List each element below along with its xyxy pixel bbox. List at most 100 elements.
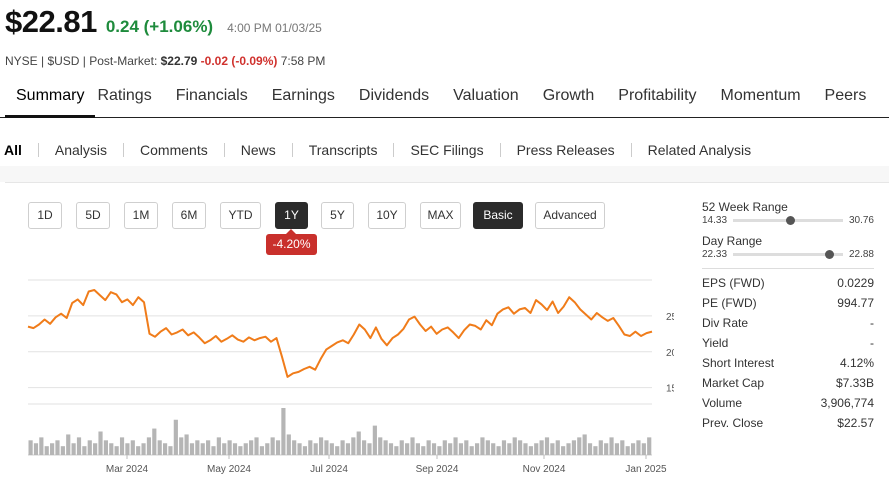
volume-bar (474, 443, 480, 455)
tab-valuation[interactable]: Valuation (453, 87, 519, 104)
week52-range-marker (786, 216, 796, 225)
range-ytd-button[interactable]: YTD (220, 202, 261, 229)
volume-bar (141, 443, 146, 455)
tab-financials[interactable]: Financials (175, 87, 248, 104)
volume-bar (399, 440, 404, 455)
range-max-button[interactable]: MAX (420, 202, 461, 229)
stats-divider (702, 268, 874, 269)
section-divider (0, 166, 889, 182)
tab-growth[interactable]: Growth (542, 87, 595, 104)
key-stats-panel: 52 Week Range 14.33 30.76 Day Range 22.3… (702, 200, 874, 433)
tab-ratings[interactable]: Ratings (97, 87, 152, 104)
filter-news[interactable]: News (240, 142, 276, 158)
day-range-title: Day Range (702, 234, 763, 248)
volume-bar (50, 443, 55, 455)
volume-bar (609, 437, 614, 455)
range-1m-button[interactable]: 1M (124, 202, 158, 229)
stat-eps-fwd: EPS (FWD) 0.0229 (702, 273, 874, 293)
chart-advanced-button[interactable]: Advanced (535, 202, 605, 229)
volume-bar (566, 443, 571, 455)
volume-bar (249, 440, 254, 455)
volume-bar (216, 437, 221, 455)
tab-momentum[interactable]: Momentum (720, 87, 801, 104)
stat-label: EPS (FWD) (702, 276, 765, 290)
filter-divider (630, 143, 632, 157)
volume-bar (577, 437, 582, 455)
stat-value: - (870, 336, 874, 350)
chart-basic-button[interactable]: Basic (473, 202, 523, 229)
volume-bar (281, 408, 286, 455)
volume-bar (501, 440, 507, 455)
volume-bar (157, 440, 162, 455)
volume-bar (587, 443, 593, 455)
y-tick-label: 20 (666, 348, 674, 359)
volume-bar (313, 443, 318, 455)
filter-all[interactable]: All (4, 142, 22, 158)
volume-bar (469, 446, 474, 455)
range-1d-button[interactable]: 1D (28, 202, 62, 229)
stat-market-cap: Market Cap $7.33B (702, 373, 874, 393)
volume-bar (614, 443, 620, 455)
volume-bar (243, 443, 248, 455)
volume-bar (76, 437, 82, 455)
day-range: Day Range 22.33 22.88 (702, 234, 874, 260)
tab-dividends[interactable]: Dividends (358, 87, 430, 104)
volume-bar (437, 446, 442, 455)
volume-bar (593, 446, 598, 455)
tab-earnings[interactable]: Earnings (271, 87, 335, 104)
stat-value: 994.77 (837, 296, 874, 310)
week52-high: 30.76 (848, 215, 874, 226)
volume-bar (405, 443, 410, 455)
filter-sec-filings[interactable]: SEC Filings (410, 142, 484, 158)
volume-bar (211, 446, 216, 455)
stat-value: - (870, 316, 874, 330)
volume-bar (496, 446, 501, 455)
x-tick-label: May 2024 (207, 464, 251, 475)
volume-bar (512, 437, 517, 455)
tab-profitability[interactable]: Profitability (618, 87, 697, 104)
exchange-info: NYSE | $USD | Post-Market: (5, 54, 161, 68)
filter-divider (123, 143, 125, 157)
volume-bar (561, 446, 566, 455)
volume-bar (270, 437, 275, 455)
range-10y-button[interactable]: 10Y (368, 202, 406, 229)
stat-value: 4.12% (839, 356, 874, 370)
stat-label: Market Cap (702, 376, 765, 390)
volume-bar (162, 443, 168, 455)
volume-bar (324, 440, 329, 455)
range-1y-button[interactable]: 1Y (275, 202, 308, 229)
filter-comments[interactable]: Comments (140, 142, 208, 158)
volume-bar (335, 446, 340, 455)
volume-bar (318, 437, 324, 455)
volume-bar (442, 440, 447, 455)
volume-bar (259, 446, 264, 455)
tab-summary[interactable]: Summary (5, 76, 96, 118)
content-filter-bar: All Analysis Comments News Transcripts S… (0, 139, 751, 161)
volume-bar (415, 443, 420, 455)
volume-bar (372, 425, 377, 455)
x-tick-label: Sep 2024 (416, 464, 459, 475)
volume-bar (195, 440, 200, 455)
day-range-marker (824, 250, 834, 259)
volume-bar (620, 440, 625, 455)
stat-label: Short Interest (702, 356, 775, 370)
range-5y-button[interactable]: 5Y (321, 202, 354, 229)
range-5d-button[interactable]: 5D (76, 202, 110, 229)
volume-bar (431, 443, 437, 455)
volume-bar (421, 446, 426, 455)
filter-analysis[interactable]: Analysis (54, 142, 108, 158)
filter-related-analysis[interactable]: Related Analysis (647, 142, 752, 158)
tab-peers[interactable]: Peers (824, 87, 867, 104)
volume-bar (87, 440, 92, 455)
stat-volume: Volume 3,906,774 (702, 393, 874, 413)
filter-transcripts[interactable]: Transcripts (308, 142, 378, 158)
filter-press-releases[interactable]: Press Releases (516, 142, 615, 158)
range-6m-button[interactable]: 6M (172, 202, 206, 229)
volume-bar (528, 446, 533, 455)
price-chart[interactable]: 25 20 15 Mar 2024 May 2024 Jul 2024 Sep 2024 No… (24, 262, 674, 481)
volume-bar (550, 443, 555, 455)
filter-divider (223, 143, 225, 157)
volume-bar (93, 443, 98, 455)
stat-short-interest: Short Interest 4.12% (702, 353, 874, 373)
